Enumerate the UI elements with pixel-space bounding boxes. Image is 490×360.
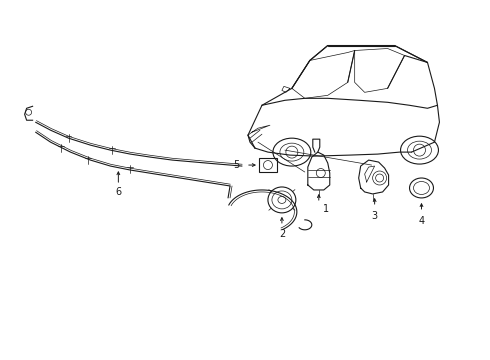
Bar — [259, 158, 277, 172]
Text: 2: 2 — [279, 229, 285, 239]
Text: 6: 6 — [115, 187, 122, 197]
Text: 4: 4 — [418, 216, 424, 226]
Text: 3: 3 — [371, 211, 378, 221]
Text: 5: 5 — [233, 160, 239, 170]
Text: 1: 1 — [323, 204, 329, 214]
